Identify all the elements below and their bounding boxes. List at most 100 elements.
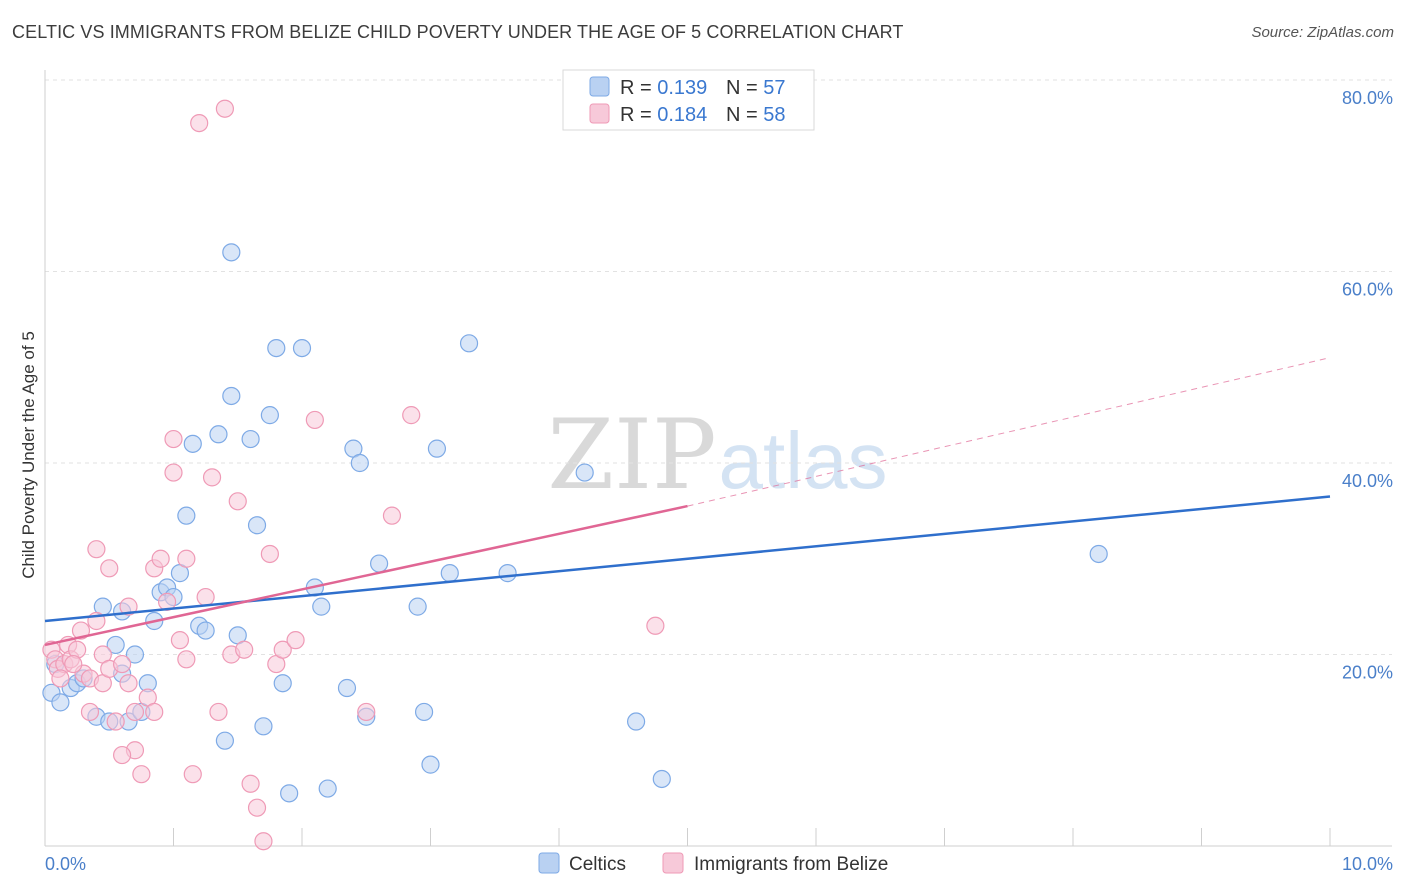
data-point — [112, 745, 132, 765]
y-axis-label: Child Poverty Under the Age of 5 — [19, 331, 38, 579]
data-point — [222, 386, 241, 406]
data-point — [286, 631, 305, 650]
data-point — [112, 654, 132, 674]
data-point — [196, 621, 215, 640]
data-point — [177, 506, 196, 525]
data-point — [177, 650, 196, 669]
data-point — [51, 693, 70, 712]
data-point — [575, 463, 594, 482]
data-point — [106, 635, 125, 655]
legend-row-belize: R = 0.184 N = 58 — [620, 104, 786, 126]
data-point — [235, 640, 254, 659]
data-point — [71, 621, 91, 640]
watermark-zip: ZIP — [547, 399, 716, 511]
y-tick-label: 40.0% — [1342, 471, 1393, 491]
data-point — [1089, 544, 1108, 564]
data-point — [190, 113, 209, 133]
data-point — [209, 702, 228, 722]
data-point — [247, 798, 267, 817]
legend-swatch-celtics — [589, 76, 610, 97]
grid — [45, 79, 1392, 655]
data-point — [125, 645, 145, 664]
data-point — [312, 597, 331, 616]
data-point — [292, 339, 312, 358]
series-layer — [42, 99, 1331, 851]
data-point — [427, 439, 447, 458]
series-belize — [42, 99, 665, 851]
data-point — [370, 554, 389, 573]
watermark: ZIP atlas — [547, 399, 887, 511]
data-point — [196, 587, 215, 607]
data-point — [273, 674, 292, 693]
watermark-atlas: atlas — [719, 416, 888, 505]
data-point — [280, 784, 299, 803]
data-point — [318, 779, 337, 798]
data-point — [498, 564, 517, 583]
source-label: Source: ZipAtlas.com — [1251, 24, 1394, 41]
y-tick-labels: 20.0% 40.0% 60.0% 80.0% — [1342, 88, 1393, 683]
chart-title: CELTIC VS IMMIGRANTS FROM BELIZE CHILD P… — [12, 22, 904, 42]
data-point — [183, 765, 202, 784]
data-point — [228, 492, 247, 511]
data-point — [652, 769, 671, 789]
data-point — [106, 712, 125, 731]
data-point — [100, 559, 119, 578]
data-point — [247, 516, 267, 535]
bottom-legend-swatch-belize — [662, 852, 684, 874]
data-point — [414, 702, 434, 722]
data-point — [273, 640, 292, 659]
bottom-legend-label-celtics: Celtics — [569, 854, 626, 875]
legend-swatch-belize — [589, 103, 610, 124]
data-point — [402, 406, 421, 425]
x-tick-label-max: 10.0% — [1342, 854, 1393, 874]
data-point — [183, 434, 202, 453]
x-ticks — [44, 828, 1331, 846]
data-point — [260, 406, 279, 425]
data-point — [132, 765, 151, 784]
data-point — [254, 717, 273, 736]
legend-row-celtics: R = 0.139 N = 57 — [620, 77, 786, 99]
data-point — [241, 774, 260, 793]
top-legend: R = 0.139 N = 57 R = 0.184 N = 58 — [562, 69, 815, 131]
data-point — [267, 339, 286, 358]
data-point — [119, 597, 138, 616]
x-tick-label-min: 0.0% — [45, 854, 86, 874]
data-point — [202, 468, 222, 487]
data-point — [151, 549, 170, 568]
data-point — [215, 731, 234, 750]
data-point — [626, 712, 646, 731]
data-point — [170, 631, 190, 650]
trend-line-celtics — [44, 495, 1331, 623]
data-point — [260, 544, 279, 564]
data-point — [80, 702, 100, 722]
bottom-legend-label-belize: Immigrants from Belize — [694, 854, 888, 875]
y-tick-label: 80.0% — [1342, 88, 1393, 108]
data-point — [145, 702, 164, 722]
trend-line-belize — [44, 504, 688, 647]
data-point — [646, 616, 665, 635]
data-point — [421, 755, 440, 774]
data-point — [357, 702, 376, 722]
data-point — [254, 832, 273, 851]
bottom-legend: Celtics Immigrants from Belize — [538, 852, 888, 875]
data-point — [222, 243, 241, 262]
data-point — [87, 540, 106, 559]
data-point — [305, 410, 324, 430]
data-point — [440, 564, 459, 583]
data-point — [177, 549, 196, 568]
data-point — [209, 425, 228, 444]
data-point — [215, 99, 234, 118]
data-point — [119, 674, 138, 693]
data-point — [350, 453, 369, 473]
series-celtics — [42, 243, 1108, 803]
data-point — [241, 429, 260, 449]
data-point — [164, 463, 183, 482]
data-point — [51, 669, 70, 688]
data-point — [125, 702, 145, 722]
data-point — [164, 429, 183, 449]
bottom-legend-swatch-celtics — [538, 852, 560, 874]
data-point — [64, 654, 83, 674]
data-point — [459, 334, 479, 353]
y-tick-label: 20.0% — [1342, 663, 1393, 683]
